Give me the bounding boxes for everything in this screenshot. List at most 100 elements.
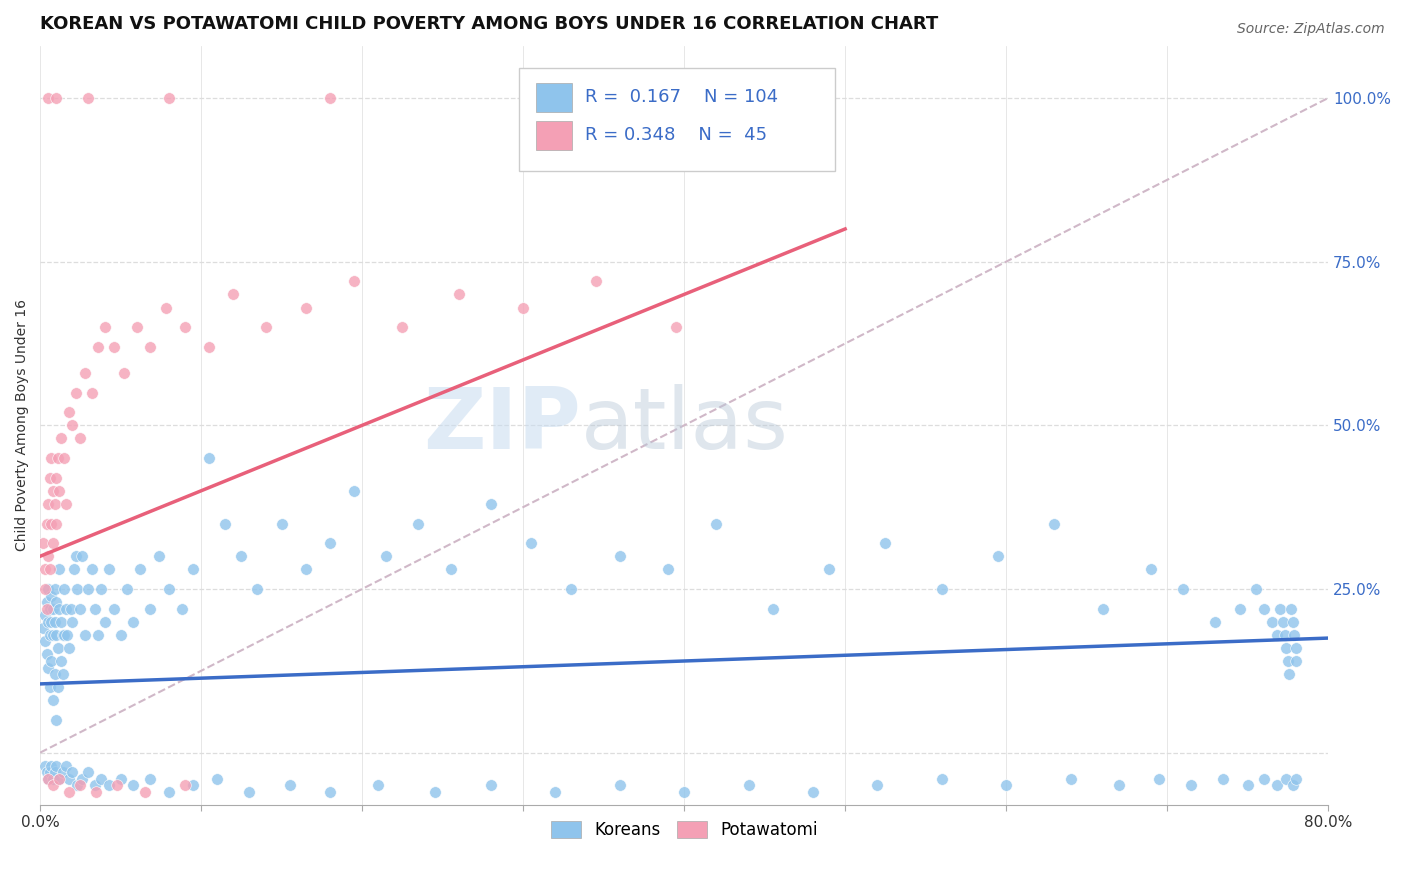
Point <box>55 758 77 772</box>
Point <box>198 340 221 354</box>
Point <box>41 589 63 603</box>
Point <box>44 582 66 596</box>
Point <box>52 667 75 681</box>
Point <box>1180 778 1202 792</box>
Point <box>138 601 160 615</box>
Point <box>391 320 413 334</box>
Point <box>58 405 80 419</box>
Point <box>103 340 125 354</box>
Point <box>408 516 430 531</box>
Point <box>148 549 170 564</box>
Point <box>875 536 897 550</box>
Point <box>270 516 292 531</box>
Point <box>44 667 66 681</box>
Point <box>46 451 69 466</box>
Point <box>294 562 316 576</box>
Point <box>520 536 543 550</box>
Point <box>440 562 463 576</box>
Point <box>1275 772 1298 786</box>
Point <box>665 320 688 334</box>
Point <box>205 772 228 786</box>
Point <box>52 628 75 642</box>
Text: atlas: atlas <box>581 384 789 467</box>
Point <box>122 615 145 629</box>
Point <box>1281 778 1303 792</box>
Point <box>367 778 389 792</box>
Point <box>93 615 115 629</box>
Point <box>1043 516 1066 531</box>
Point <box>1140 562 1163 576</box>
Point <box>37 615 59 629</box>
Point <box>44 765 66 780</box>
Point <box>1265 628 1288 642</box>
FancyBboxPatch shape <box>519 69 835 171</box>
Point <box>157 785 180 799</box>
Point <box>125 320 148 334</box>
Point <box>1173 582 1195 596</box>
Point <box>447 287 470 301</box>
Point <box>60 615 83 629</box>
Point <box>42 601 65 615</box>
Point <box>278 778 301 792</box>
Point <box>37 772 59 786</box>
Point <box>42 772 65 786</box>
Point <box>49 432 72 446</box>
Point <box>157 91 180 105</box>
Point <box>75 628 97 642</box>
Point <box>83 778 105 792</box>
Point <box>53 582 76 596</box>
Point <box>48 772 70 786</box>
Point <box>801 785 824 799</box>
Point <box>1268 601 1291 615</box>
Point <box>56 628 79 642</box>
Point <box>1279 601 1302 615</box>
Point <box>41 615 63 629</box>
Point <box>34 634 56 648</box>
Point <box>77 91 100 105</box>
Point <box>37 497 59 511</box>
Point <box>1265 778 1288 792</box>
Point <box>48 601 70 615</box>
Point <box>198 451 221 466</box>
Point <box>34 582 56 596</box>
Point <box>32 536 55 550</box>
Point <box>58 772 80 786</box>
Y-axis label: Child Poverty Among Boys Under 16: Child Poverty Among Boys Under 16 <box>15 300 30 551</box>
Point <box>98 778 121 792</box>
Text: Source: ZipAtlas.com: Source: ZipAtlas.com <box>1237 22 1385 37</box>
Point <box>65 549 87 564</box>
Point <box>174 778 197 792</box>
Point <box>55 601 77 615</box>
Point <box>44 615 66 629</box>
Point <box>49 654 72 668</box>
Point <box>110 628 132 642</box>
Point <box>83 601 105 615</box>
Point <box>66 582 89 596</box>
Point <box>1281 615 1303 629</box>
Point <box>170 601 193 615</box>
Point <box>41 451 63 466</box>
Point <box>585 274 607 288</box>
Point <box>1236 778 1258 792</box>
Point <box>544 785 567 799</box>
Point <box>1285 640 1308 655</box>
Point <box>90 582 112 596</box>
Point <box>48 483 70 498</box>
Point <box>75 366 97 380</box>
Point <box>45 758 67 772</box>
Point <box>32 621 55 635</box>
Point <box>70 549 93 564</box>
Point <box>544 91 567 105</box>
Point <box>319 536 342 550</box>
Point <box>38 765 60 780</box>
Point <box>246 582 269 596</box>
Point <box>37 660 59 674</box>
Point <box>80 562 103 576</box>
Text: KOREAN VS POTAWATOMI CHILD POVERTY AMONG BOYS UNDER 16 CORRELATION CHART: KOREAN VS POTAWATOMI CHILD POVERTY AMONG… <box>41 15 938 33</box>
Point <box>60 418 83 433</box>
Point <box>38 562 60 576</box>
Point <box>45 91 67 105</box>
Point <box>609 778 631 792</box>
Point <box>254 320 277 334</box>
Point <box>37 549 59 564</box>
